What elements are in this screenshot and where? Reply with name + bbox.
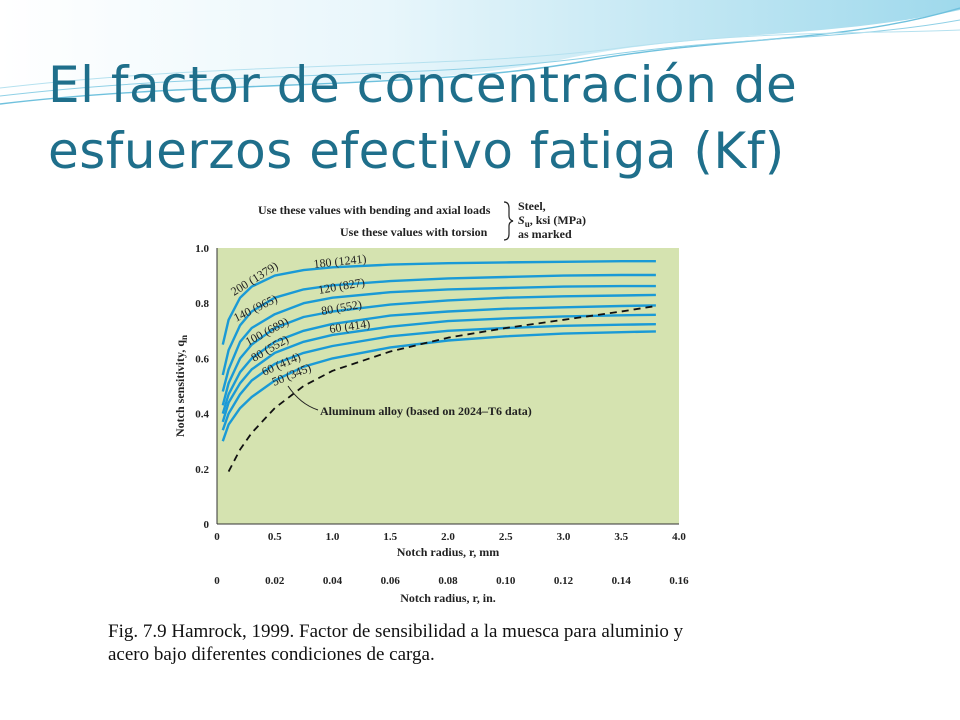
x2-axis-label: Notch radius, r, in. <box>400 591 496 605</box>
steel-curve-2 <box>221 284 656 392</box>
decorative-wave-banner <box>0 0 960 105</box>
x-tick-label: 3.0 <box>557 531 571 543</box>
curve-label-60-right: 60 (414) <box>328 316 371 336</box>
legend-steel-label: Steel, <box>518 199 546 213</box>
x-tick-label: 2.5 <box>499 531 513 543</box>
annotation-leader <box>287 385 319 411</box>
legend-brace <box>503 201 514 241</box>
x2-tick-label: 0.06 <box>381 575 401 587</box>
curves <box>221 260 657 473</box>
steel-curve-7 <box>221 330 656 442</box>
y-tick-label: 0.8 <box>195 298 209 310</box>
plot-frame <box>216 248 679 525</box>
aluminum-curve <box>227 305 657 473</box>
steel-curve-5 <box>221 313 656 423</box>
x2-tick-label: 0.08 <box>438 575 458 587</box>
slide-title-line-1: El factor de concentración de <box>48 56 798 114</box>
figure-caption: Fig. 7.9 Hamrock, 1999. Factor de sensib… <box>108 620 808 666</box>
x2-tick-label: 0.04 <box>323 575 343 587</box>
steel-curve-4 <box>221 304 656 414</box>
x2-tick-label: 0.02 <box>265 575 285 587</box>
steel-curve-0 <box>221 260 656 345</box>
y-axis-label: Notch sensitivity, qn <box>173 335 189 437</box>
x-tick-label: 3.5 <box>614 531 628 543</box>
x-tick-label: 1.5 <box>383 531 397 543</box>
slide-title-line-2: esfuerzos efectivo fatiga (Kf) <box>48 122 785 180</box>
x-tick-label: 2.0 <box>441 531 455 543</box>
notch-sensitivity-chart: Use these values with bending and axial … <box>173 199 689 605</box>
y-tick-labels: 0 0.2 0.4 0.6 0.8 1.0 <box>195 243 209 531</box>
y-tick-label: 0.2 <box>195 464 209 476</box>
x-tick-labels: 0 0.5 1.0 1.5 2.0 2.5 3.0 3.5 4.0 <box>214 531 686 543</box>
y-tick-label: 0 <box>204 519 210 531</box>
figure-panel: Use these values with bending and axial … <box>52 196 832 672</box>
curve-label-180: 180 (1241) <box>313 252 367 271</box>
y-tick-label: 0.6 <box>195 353 209 365</box>
x-tick-label: 1.0 <box>326 531 340 543</box>
x2-tick-label: 0.10 <box>496 575 516 587</box>
legend-su-label: Su, ksi (MPa) <box>518 213 586 229</box>
legend-torsion-note: Use these values with torsion <box>340 225 488 239</box>
figure-caption-line-2: acero bajo diferentes condiciones de car… <box>108 644 435 665</box>
x2-tick-label: 0 <box>214 575 220 587</box>
x2-tick-label: 0.12 <box>554 575 574 587</box>
slide-title: El factor de concentración de esfuerzos … <box>48 52 928 184</box>
steel-curve-1 <box>221 273 656 376</box>
legend-marked-label: as marked <box>518 227 572 241</box>
x2-tick-labels: 0 0.02 0.04 0.06 0.08 0.10 0.12 0.14 0.16 <box>214 575 689 587</box>
legend-bending-note: Use these values with bending and axial … <box>258 203 491 217</box>
figure-caption-line-1: Fig. 7.9 Hamrock, 1999. Factor de sensib… <box>108 621 684 642</box>
x-tick-label: 0 <box>214 531 220 543</box>
y-tick-label: 1.0 <box>195 243 209 255</box>
y-tick-label: 0.4 <box>195 409 209 421</box>
x2-tick-label: 0.14 <box>612 575 632 587</box>
steel-curve-3 <box>221 293 656 406</box>
x-axis-label: Notch radius, r, mm <box>397 545 500 559</box>
x-tick-label: 0.5 <box>268 531 282 543</box>
x2-tick-label: 0.16 <box>669 575 689 587</box>
aluminum-annotation: Aluminum alloy (based on 2024–T6 data) <box>320 404 532 418</box>
x-tick-label: 4.0 <box>672 531 686 543</box>
plot-area <box>217 248 679 524</box>
steel-curve-6 <box>221 323 656 431</box>
